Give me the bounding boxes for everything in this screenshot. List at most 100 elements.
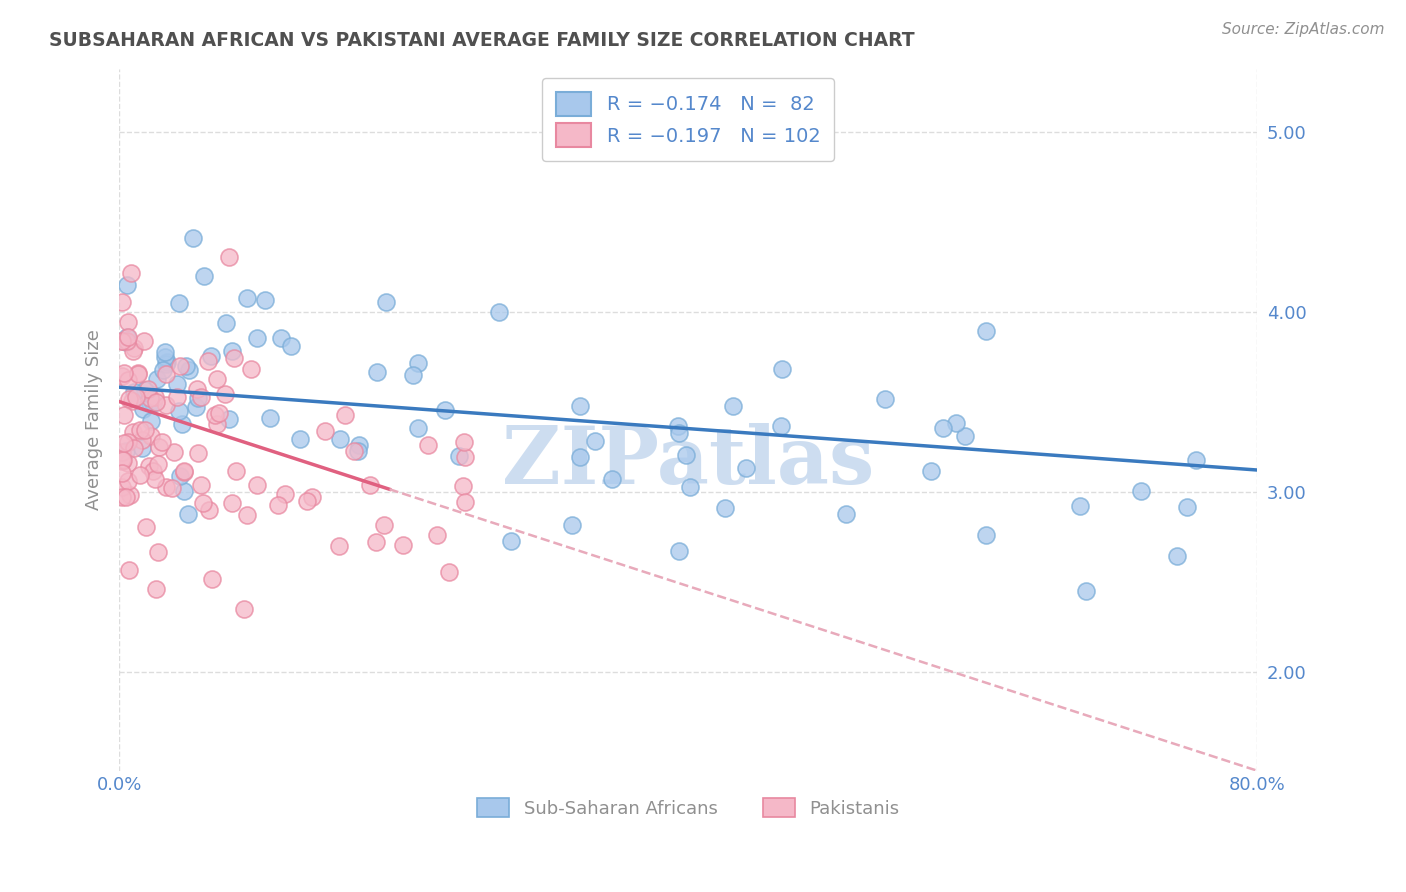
Point xyxy=(152,363,174,377)
Point xyxy=(713,501,735,516)
Point xyxy=(875,392,897,407)
Point xyxy=(111,334,134,348)
Point xyxy=(1076,584,1098,599)
Point xyxy=(173,465,195,479)
Point xyxy=(160,481,183,495)
Point xyxy=(198,503,221,517)
Point xyxy=(488,305,510,319)
Point xyxy=(290,433,312,447)
Point xyxy=(115,278,138,293)
Point xyxy=(167,295,190,310)
Point xyxy=(454,495,477,509)
Point xyxy=(1166,549,1188,563)
Point xyxy=(679,480,702,494)
Point xyxy=(333,408,356,422)
Point xyxy=(187,391,209,405)
Point xyxy=(373,518,395,533)
Point xyxy=(131,441,153,455)
Point xyxy=(366,535,388,549)
Point xyxy=(568,450,591,464)
Point xyxy=(115,490,138,504)
Point xyxy=(111,480,134,494)
Point xyxy=(136,382,159,396)
Point xyxy=(1129,483,1152,498)
Point xyxy=(131,433,153,447)
Point xyxy=(139,391,162,405)
Point xyxy=(418,438,440,452)
Point xyxy=(666,419,689,434)
Point xyxy=(955,429,977,443)
Point xyxy=(148,440,170,454)
Point xyxy=(155,357,177,371)
Point xyxy=(1069,499,1091,513)
Point xyxy=(246,477,269,491)
Point xyxy=(141,414,163,428)
Point xyxy=(426,528,449,542)
Point xyxy=(129,468,152,483)
Point xyxy=(153,350,176,364)
Point xyxy=(280,339,302,353)
Point xyxy=(295,493,318,508)
Point xyxy=(169,469,191,483)
Point xyxy=(945,417,967,431)
Point xyxy=(328,539,350,553)
Point xyxy=(246,331,269,345)
Point xyxy=(156,355,179,369)
Point xyxy=(932,421,955,435)
Point xyxy=(134,334,156,349)
Point xyxy=(115,334,138,349)
Point xyxy=(181,231,204,245)
Point xyxy=(568,400,591,414)
Point xyxy=(142,464,165,478)
Point xyxy=(118,392,141,406)
Point xyxy=(112,366,135,380)
Point xyxy=(127,366,149,380)
Point xyxy=(374,295,396,310)
Point xyxy=(191,495,214,509)
Point xyxy=(128,423,150,437)
Point xyxy=(201,572,224,586)
Point xyxy=(236,291,259,305)
Point xyxy=(112,436,135,450)
Point xyxy=(408,420,430,434)
Text: Source: ZipAtlas.com: Source: ZipAtlas.com xyxy=(1222,22,1385,37)
Point xyxy=(221,496,243,510)
Point xyxy=(602,472,624,486)
Point xyxy=(111,490,134,504)
Point xyxy=(270,331,292,345)
Point xyxy=(169,404,191,418)
Point xyxy=(561,518,583,533)
Point xyxy=(675,448,697,462)
Point xyxy=(111,453,134,467)
Point xyxy=(143,472,166,486)
Point xyxy=(218,411,240,425)
Point xyxy=(111,445,134,459)
Point xyxy=(668,426,690,441)
Point xyxy=(449,450,471,464)
Point xyxy=(218,250,240,264)
Point xyxy=(366,366,388,380)
Point xyxy=(117,374,139,388)
Point xyxy=(155,368,177,382)
Point xyxy=(215,316,238,330)
Point xyxy=(1185,452,1208,467)
Point xyxy=(111,369,134,384)
Point xyxy=(148,545,170,559)
Point xyxy=(155,480,177,494)
Point xyxy=(770,362,793,376)
Point xyxy=(187,446,209,460)
Point xyxy=(668,543,690,558)
Point xyxy=(583,434,606,448)
Point xyxy=(148,457,170,471)
Text: ZIPatlas: ZIPatlas xyxy=(502,423,875,500)
Point xyxy=(166,376,188,391)
Point xyxy=(115,334,138,349)
Point xyxy=(122,441,145,455)
Point xyxy=(274,487,297,501)
Point xyxy=(1175,500,1198,515)
Point xyxy=(259,410,281,425)
Point xyxy=(169,359,191,374)
Point xyxy=(177,362,200,376)
Point xyxy=(267,498,290,512)
Point xyxy=(190,390,212,404)
